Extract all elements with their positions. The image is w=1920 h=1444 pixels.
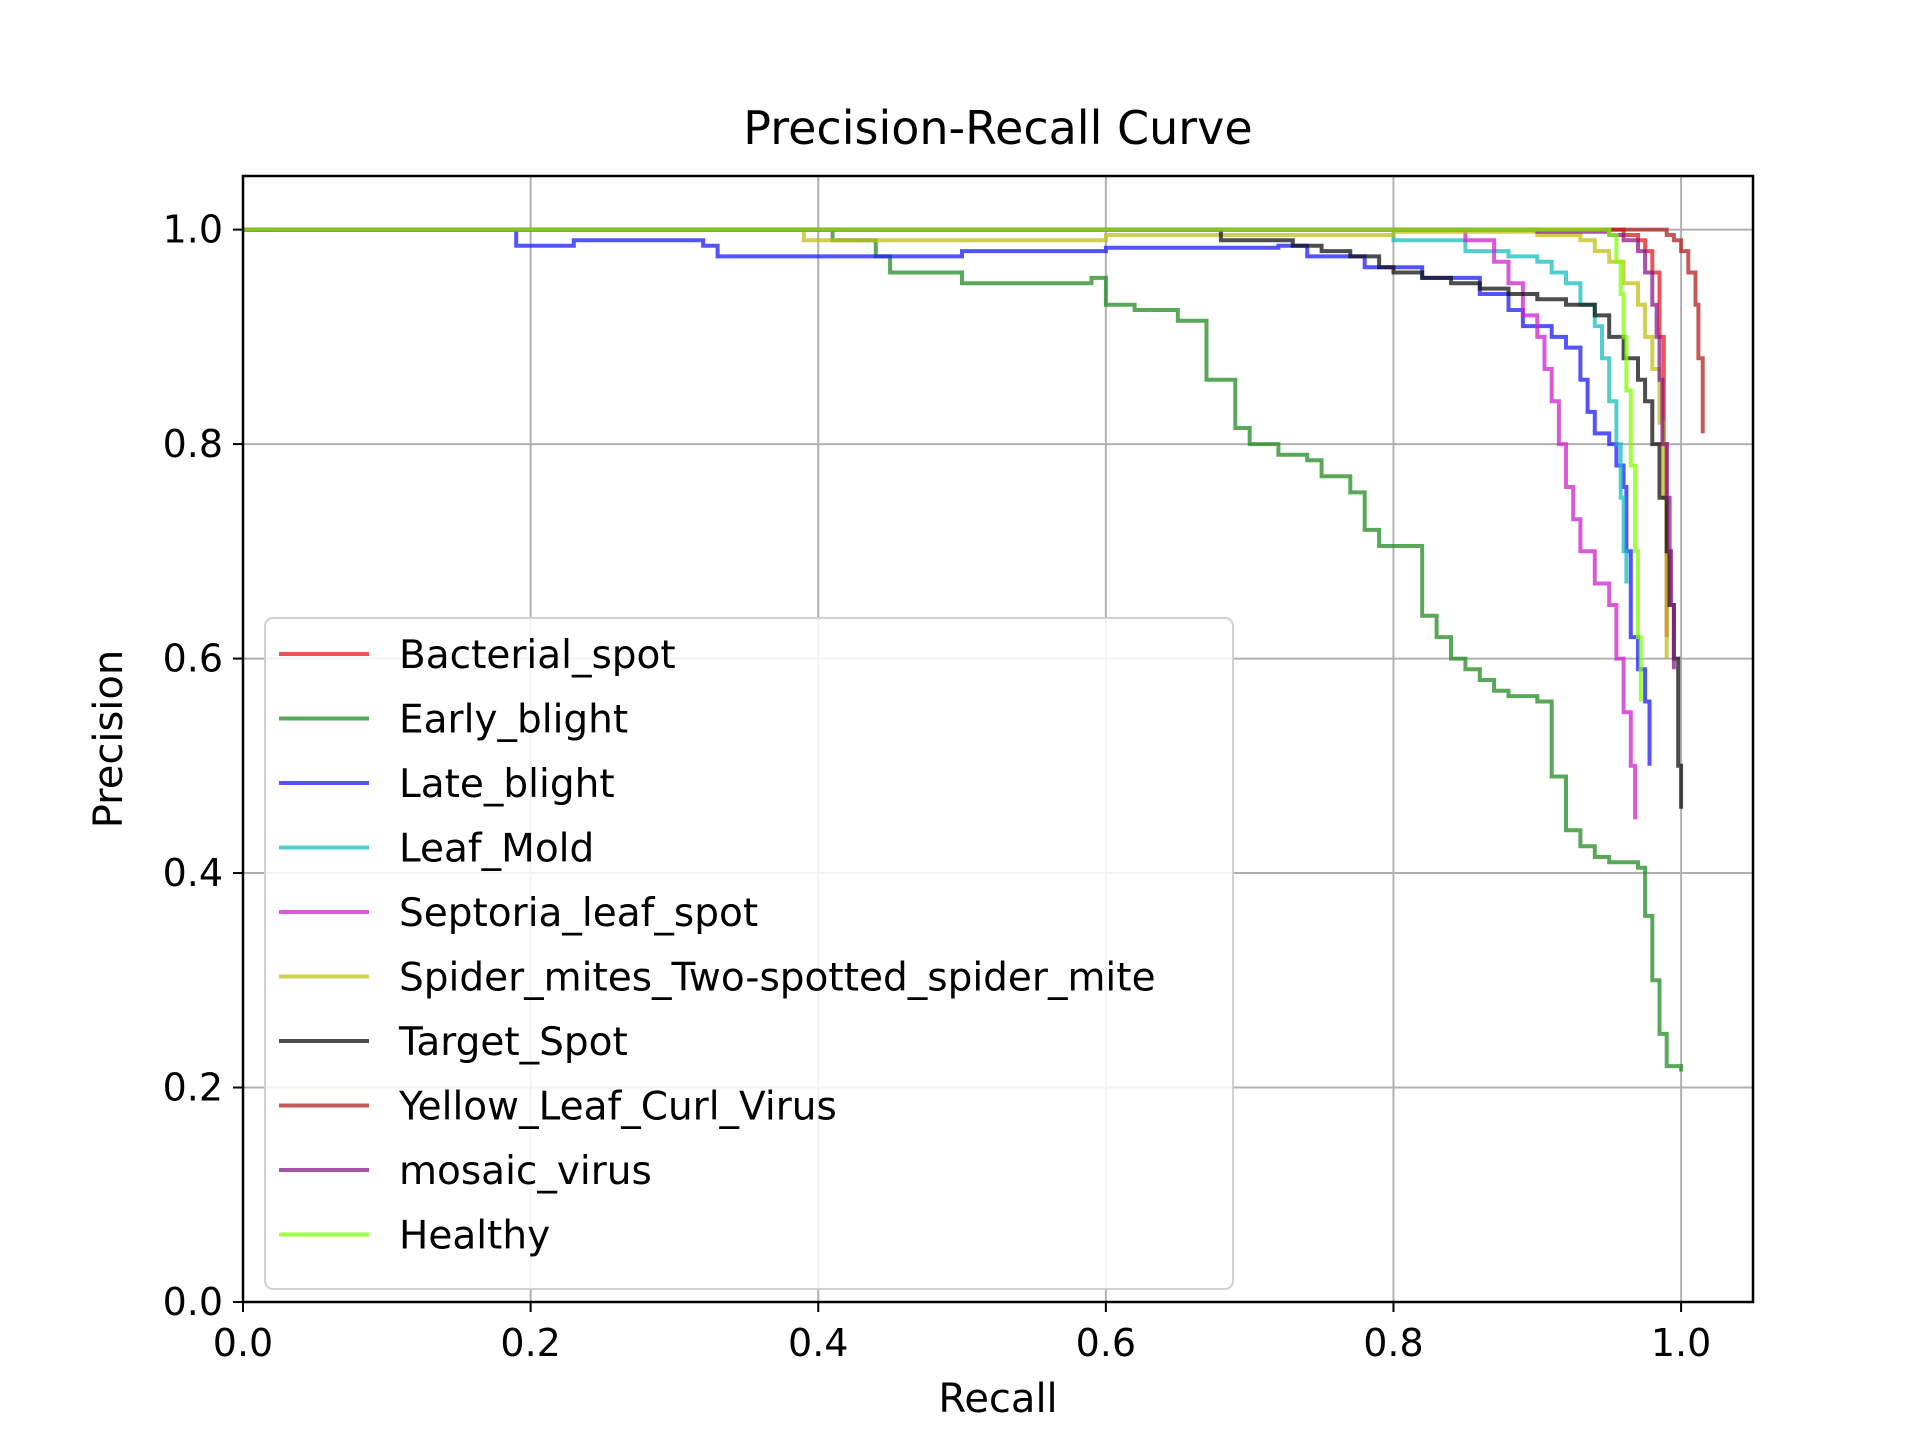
x-tick-label: 0.2 (500, 1321, 560, 1365)
plot-frame (241, 174, 1755, 1304)
legend-label: Leaf_Mold (399, 827, 594, 872)
series-lines (243, 227, 1705, 1072)
legend-label: Septoria_leaf_spot (399, 891, 758, 936)
y-tick-label: 0.4 (163, 851, 223, 895)
series-line-target-spot (243, 227, 1684, 809)
x-axis-label: Recall (938, 1376, 1057, 1422)
y-tick-label: 0.0 (163, 1280, 223, 1324)
legend-label: Target_Spot (398, 1020, 628, 1065)
x-tick-label: 0.6 (1076, 1321, 1136, 1365)
y-tick-label: 1.0 (163, 208, 223, 252)
y-axis-label: Precision (86, 650, 132, 828)
legend-box (264, 617, 1234, 1290)
x-tick-label: 0.4 (788, 1321, 848, 1365)
x-tick-label: 0.0 (213, 1321, 273, 1365)
x-tick-label: 0.8 (1363, 1321, 1423, 1365)
legend-label: Bacterial_spot (399, 633, 676, 678)
legend-label: Yellow_Leaf_Curl_Virus (398, 1085, 837, 1130)
series-line-spider-mites-two-spotted-spider-mite (243, 227, 1669, 659)
series-line-leaf-mold (243, 227, 1629, 584)
series-line-yellow-leaf-curl-virus (243, 227, 1705, 434)
axis-ticks: 0.0 0.2 0.4 0.6 0.8 1.0 0.0 0.2 0.4 0.6 0.8 1.0 (163, 208, 1712, 1365)
legend-label: mosaic_virus (399, 1149, 652, 1194)
y-tick-label: 0.8 (163, 422, 223, 466)
series-line-early-blight (243, 227, 1684, 1072)
y-tick-label: 0.2 (163, 1066, 223, 1110)
x-tick-label: 1.0 (1651, 1321, 1711, 1365)
series-line-septoria-leaf-spot (243, 227, 1638, 820)
legend-label: Healthy (399, 1214, 550, 1259)
legend-label: Early_blight (399, 698, 628, 743)
y-tick-label: 0.6 (163, 637, 223, 681)
series-line-healthy (243, 227, 1643, 702)
legend: Bacterial_spot Early_blight Late_blight Lea… (264, 617, 1234, 1290)
legend-label: Spider_mites_Two-spotted_spider_mite (399, 956, 1156, 1001)
chart-title: Precision-Recall Curve (743, 101, 1252, 155)
legend-label: Late_blight (399, 762, 615, 807)
